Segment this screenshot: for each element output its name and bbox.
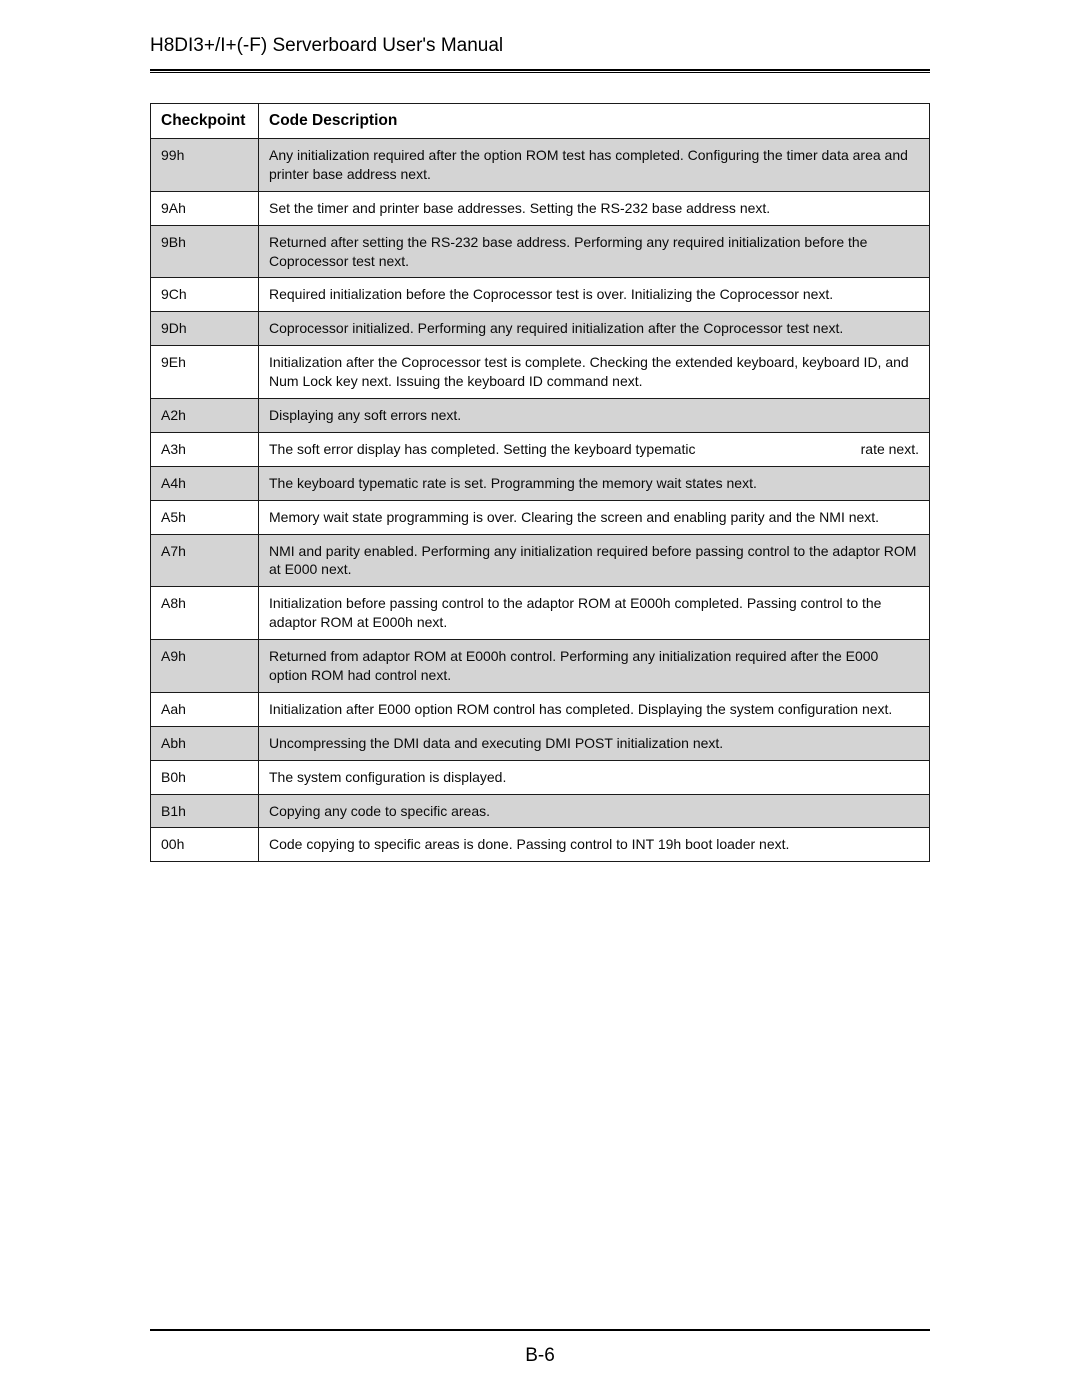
table-row: A8hInitialization before passing control… — [151, 587, 930, 640]
checkpoint-table: Checkpoint Code Description 99hAny initi… — [150, 103, 930, 862]
checkpoint-cell: 9Ch — [151, 278, 259, 312]
description-cell: NMI and parity enabled. Performing any i… — [259, 534, 930, 587]
checkpoint-cell: A3h — [151, 432, 259, 466]
checkpoint-cell: Aah — [151, 692, 259, 726]
checkpoint-cell: B1h — [151, 794, 259, 828]
footer-rule — [150, 1329, 930, 1331]
description-cell: Set the timer and printer base addresses… — [259, 191, 930, 225]
table-row: B1hCopying any code to specific areas. — [151, 794, 930, 828]
checkpoint-cell: A4h — [151, 466, 259, 500]
description-cell: The system configuration is displayed. — [259, 760, 930, 794]
table-row: A2hDisplaying any soft errors next. — [151, 399, 930, 433]
table-row: 9ChRequired initialization before the Co… — [151, 278, 930, 312]
checkpoint-cell: 99h — [151, 139, 259, 192]
table-row: 99hAny initialization required after the… — [151, 139, 930, 192]
description-cell: Copying any code to specific areas. — [259, 794, 930, 828]
description-text-left: The soft error display has completed. Se… — [269, 440, 695, 459]
description-cell: Code copying to specific areas is done. … — [259, 828, 930, 862]
description-cell: The keyboard typematic rate is set. Prog… — [259, 466, 930, 500]
page-footer: B-6 — [0, 1329, 1080, 1367]
table-row: AbhUncompressing the DMI data and execut… — [151, 726, 930, 760]
description-cell: Initialization after the Coprocessor tes… — [259, 346, 930, 399]
table-row: A4hThe keyboard typematic rate is set. P… — [151, 466, 930, 500]
description-cell: Coprocessor initialized. Performing any … — [259, 312, 930, 346]
table-row: A3h The soft error display has completed.… — [151, 432, 930, 466]
checkpoint-cell: 9Ah — [151, 191, 259, 225]
column-header-checkpoint: Checkpoint — [151, 104, 259, 139]
description-cell: Displaying any soft errors next. — [259, 399, 930, 433]
page-header: H8DI3+/I+(-F) Serverboard User's Manual — [0, 0, 1080, 73]
column-header-description: Code Description — [259, 104, 930, 139]
description-cell: Returned after setting the RS-232 base a… — [259, 225, 930, 278]
content-area: Checkpoint Code Description 99hAny initi… — [0, 73, 1080, 862]
description-cell: Returned from adaptor ROM at E000h contr… — [259, 640, 930, 693]
manual-title: H8DI3+/I+(-F) Serverboard User's Manual — [150, 35, 930, 57]
checkpoint-cell: 9Dh — [151, 312, 259, 346]
checkpoint-cell: 9Bh — [151, 225, 259, 278]
checkpoint-cell: Abh — [151, 726, 259, 760]
description-cell: Initialization before passing control to… — [259, 587, 930, 640]
checkpoint-cell: B0h — [151, 760, 259, 794]
checkpoint-cell: 9Eh — [151, 346, 259, 399]
description-cell: The soft error display has completed. Se… — [259, 432, 930, 466]
table-row: B0hThe system configuration is displayed… — [151, 760, 930, 794]
checkpoint-cell: 00h — [151, 828, 259, 862]
description-cell: Required initialization before the Copro… — [259, 278, 930, 312]
description-cell: Initialization after E000 option ROM con… — [259, 692, 930, 726]
table-row: 9AhSet the timer and printer base addres… — [151, 191, 930, 225]
description-cell: Memory wait state programming is over. C… — [259, 500, 930, 534]
table-row: A5hMemory wait state programming is over… — [151, 500, 930, 534]
table-row: 9BhReturned after setting the RS-232 bas… — [151, 225, 930, 278]
table-row: AahInitialization after E000 option ROM … — [151, 692, 930, 726]
table-row: A7hNMI and parity enabled. Performing an… — [151, 534, 930, 587]
checkpoint-cell: A7h — [151, 534, 259, 587]
table-row: 00hCode copying to specific areas is don… — [151, 828, 930, 862]
description-text-right: rate next. — [861, 440, 919, 459]
table-row: 9DhCoprocessor initialized. Performing a… — [151, 312, 930, 346]
description-cell: Uncompressing the DMI data and executing… — [259, 726, 930, 760]
table-header-row: Checkpoint Code Description — [151, 104, 930, 139]
checkpoint-cell: A8h — [151, 587, 259, 640]
table-row: A9hReturned from adaptor ROM at E000h co… — [151, 640, 930, 693]
page-number: B-6 — [150, 1345, 930, 1367]
description-cell: Any initialization required after the op… — [259, 139, 930, 192]
checkpoint-cell: A2h — [151, 399, 259, 433]
table-row: 9EhInitialization after the Coprocessor … — [151, 346, 930, 399]
checkpoint-cell: A5h — [151, 500, 259, 534]
checkpoint-cell: A9h — [151, 640, 259, 693]
